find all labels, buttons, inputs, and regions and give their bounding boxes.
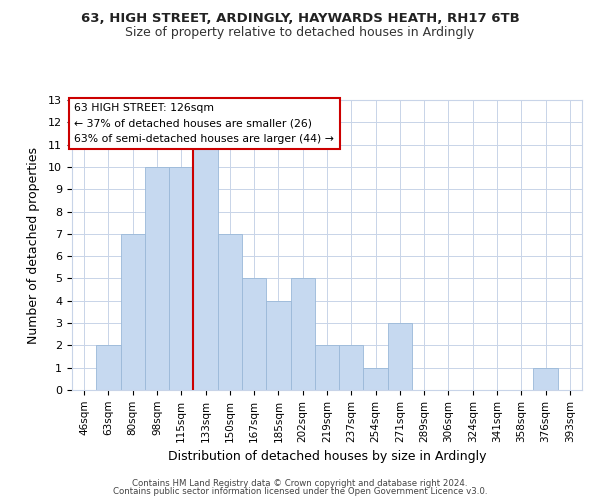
Bar bbox=[96, 346, 121, 390]
Bar bbox=[193, 144, 218, 390]
Bar bbox=[388, 323, 412, 390]
Bar bbox=[266, 301, 290, 390]
Bar bbox=[339, 346, 364, 390]
Bar bbox=[533, 368, 558, 390]
Bar bbox=[364, 368, 388, 390]
X-axis label: Distribution of detached houses by size in Ardingly: Distribution of detached houses by size … bbox=[168, 450, 486, 463]
Bar bbox=[121, 234, 145, 390]
Bar bbox=[218, 234, 242, 390]
Bar bbox=[315, 346, 339, 390]
Text: 63, HIGH STREET, ARDINGLY, HAYWARDS HEATH, RH17 6TB: 63, HIGH STREET, ARDINGLY, HAYWARDS HEAT… bbox=[80, 12, 520, 26]
Text: 63 HIGH STREET: 126sqm
← 37% of detached houses are smaller (26)
63% of semi-det: 63 HIGH STREET: 126sqm ← 37% of detached… bbox=[74, 104, 334, 144]
Y-axis label: Number of detached properties: Number of detached properties bbox=[27, 146, 40, 344]
Text: Contains HM Land Registry data © Crown copyright and database right 2024.: Contains HM Land Registry data © Crown c… bbox=[132, 478, 468, 488]
Bar bbox=[145, 167, 169, 390]
Bar bbox=[169, 167, 193, 390]
Bar bbox=[290, 278, 315, 390]
Text: Contains public sector information licensed under the Open Government Licence v3: Contains public sector information licen… bbox=[113, 487, 487, 496]
Bar bbox=[242, 278, 266, 390]
Text: Size of property relative to detached houses in Ardingly: Size of property relative to detached ho… bbox=[125, 26, 475, 39]
